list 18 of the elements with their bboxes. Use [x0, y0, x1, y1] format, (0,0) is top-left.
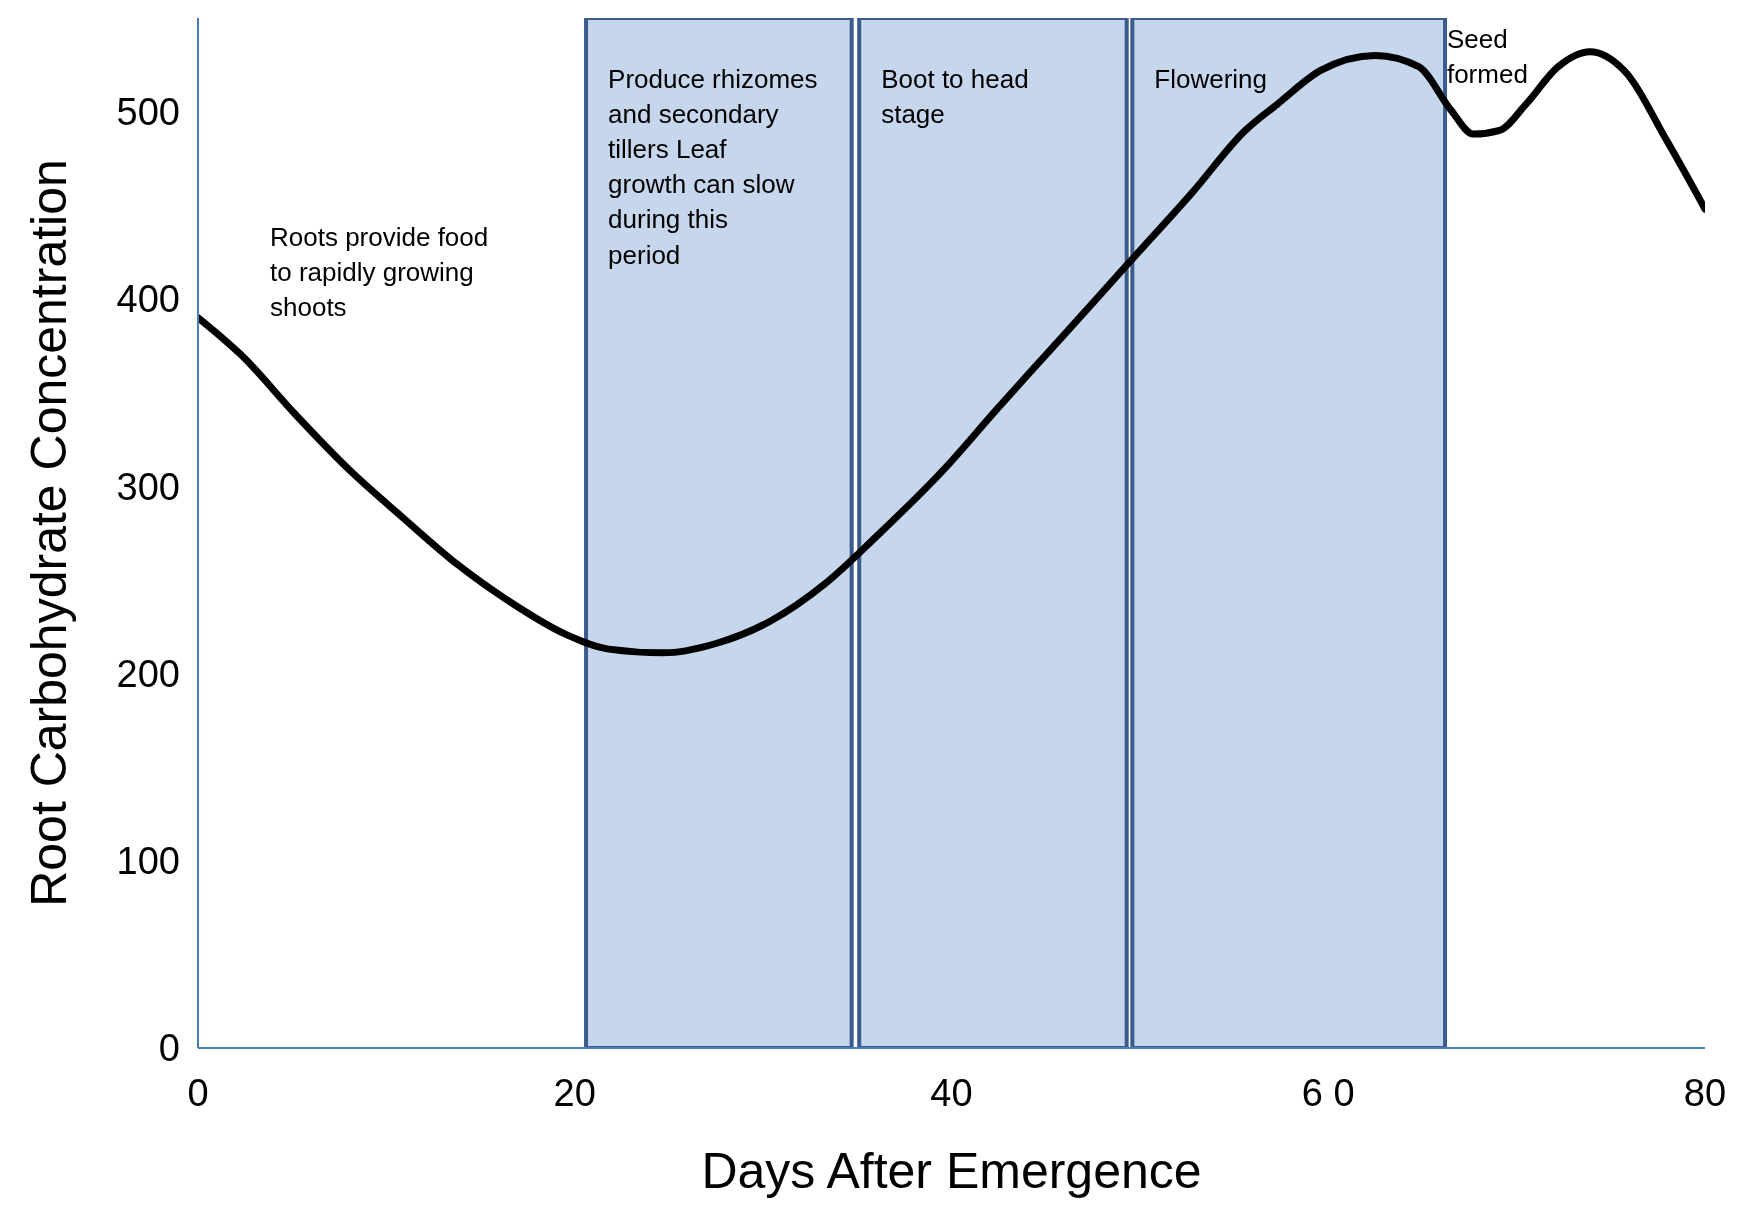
- x-axis-title: Days After Emergence: [701, 1143, 1202, 1199]
- y-tick-label: 0: [158, 1027, 180, 1070]
- x-tick-label: 40: [930, 1071, 973, 1114]
- annotation: Roots provide food to rapidly growing shoots: [270, 221, 490, 325]
- x-tick-label: 6 0: [1301, 1071, 1355, 1114]
- y-tick-label: 300: [116, 465, 180, 508]
- y-tick-label: 400: [116, 278, 180, 321]
- band-label: Boot to head stage: [881, 64, 1029, 130]
- x-tick-label: 20: [553, 1071, 596, 1114]
- y-tick-label: 100: [116, 840, 180, 883]
- annotation: Seed formed: [1446, 23, 1528, 89]
- band-label: Flowering: [1154, 64, 1268, 94]
- x-tick-label: 0: [187, 1071, 209, 1114]
- band-label: Produce rhizomes and secondary tillers Leaf growth can slow during this period: [608, 64, 818, 270]
- y-tick-label: 200: [116, 652, 180, 695]
- y-axis-title: Root Carbohydrate Concentration: [20, 159, 77, 907]
- x-tick-label: 80: [1683, 1071, 1727, 1114]
- y-tick-label: 500: [116, 91, 180, 134]
